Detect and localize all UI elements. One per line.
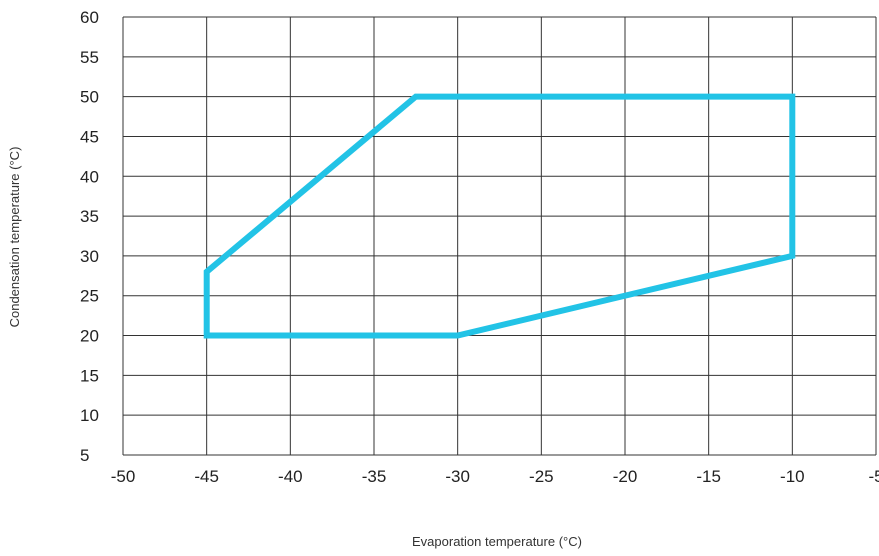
envelope-vertex [415,96,417,98]
envelope-vertex [206,271,208,273]
y-tick-label: 45 [80,127,99,146]
y-tick-label: 15 [80,366,99,385]
envelope-vertex [791,96,793,98]
y-axis-ticks: 5 10 15 20 25 30 35 40 45 50 55 60 [80,8,99,465]
series-layer [203,93,796,339]
x-tick-label: -15 [696,467,721,486]
y-tick-label: 20 [80,327,99,346]
x-tick-label: -35 [362,467,387,486]
x-tick-label: -20 [613,467,638,486]
x-axis-ticks: -50 -45 -40 -35 -30 -25 -20 -15 -10 -5 [111,467,879,486]
x-axis-label: Evaporation temperature (°C) [412,534,582,549]
y-tick-label: 50 [80,88,99,107]
x-tick-label: -30 [445,467,470,486]
x-tick-label: -50 [111,467,136,486]
y-tick-label: 10 [80,406,99,425]
y-axis-label: Condensation temperature (°C) [7,147,22,328]
y-tick-label: 55 [80,48,99,67]
x-tick-label: -10 [780,467,805,486]
x-tick-label: -40 [278,467,303,486]
x-tick-label: -25 [529,467,554,486]
envelope-vertex [457,335,459,337]
y-tick-label: 40 [80,167,99,186]
envelope-vertex [791,255,793,257]
y-tick-label: 5 [80,446,89,465]
x-tick-label: -45 [194,467,219,486]
x-tick-label: -5 [868,467,879,486]
y-tick-label: 30 [80,247,99,266]
y-tick-label: 35 [80,207,99,226]
y-tick-label: 60 [80,8,99,27]
grid [122,16,877,456]
y-tick-label: 25 [80,287,99,306]
envelope-vertex [206,335,208,337]
